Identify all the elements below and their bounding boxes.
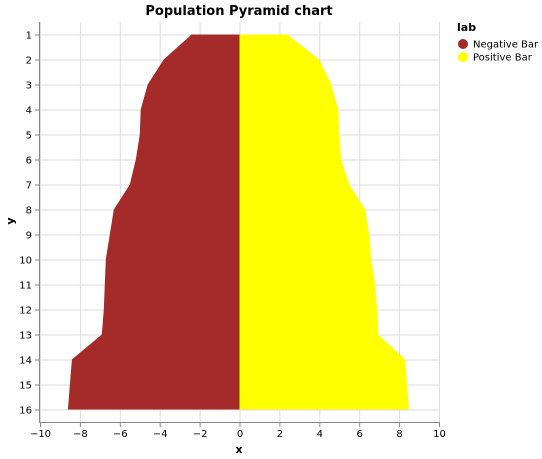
y-tick-label: 7 bbox=[26, 181, 32, 192]
x-tick-label: −8 bbox=[73, 429, 88, 440]
legend-swatch-negative-bar bbox=[458, 39, 468, 49]
legend-swatch-positive-bar bbox=[458, 52, 468, 62]
y-tick-label: 13 bbox=[19, 331, 32, 342]
y-tick-label: 6 bbox=[26, 156, 32, 167]
y-tick-label: 3 bbox=[26, 81, 32, 92]
chart-title: Population Pyramid chart bbox=[145, 4, 332, 19]
y-tick-label: 8 bbox=[26, 206, 32, 217]
y-tick-label: 10 bbox=[19, 256, 32, 267]
y-tick-label: 5 bbox=[26, 131, 32, 142]
x-axis-title: x bbox=[235, 443, 242, 456]
x-tick-label: −4 bbox=[153, 429, 168, 440]
x-tick-label: −6 bbox=[113, 429, 128, 440]
y-tick-label: 1 bbox=[26, 31, 32, 42]
y-tick-label: 11 bbox=[19, 281, 32, 292]
y-axis-title: y bbox=[4, 217, 17, 224]
x-tick-label: −2 bbox=[193, 429, 208, 440]
plot-areas bbox=[67, 34, 410, 410]
x-tick-label: 0 bbox=[237, 429, 243, 440]
y-tick-label: 4 bbox=[26, 106, 32, 117]
y-tick-label: 15 bbox=[19, 381, 32, 392]
y-tick-label: 9 bbox=[26, 231, 32, 242]
x-tick-label: −10 bbox=[30, 429, 51, 440]
x-tick-label: 8 bbox=[396, 429, 402, 440]
area-positive-bar bbox=[239, 34, 410, 410]
legend-title: lab bbox=[457, 21, 476, 34]
axes: −10 −8 −6 −4 −2 0 2 4 6 8 101234567891011121314151… bbox=[19, 22, 446, 440]
y-tick-label: 16 bbox=[19, 406, 32, 417]
legend-label-negative-bar: Negative Bar bbox=[473, 40, 539, 51]
x-tick-label: 10 bbox=[433, 429, 446, 440]
legend-label-positive-bar: Positive Bar bbox=[473, 53, 533, 64]
legend: lab Negative Bar Positive Bar bbox=[457, 21, 539, 64]
x-tick-label: 4 bbox=[317, 429, 323, 440]
x-tick-label: 6 bbox=[357, 429, 363, 440]
y-tick-label: 2 bbox=[26, 56, 32, 67]
area-negative-bar bbox=[67, 34, 240, 410]
y-tick-label: 12 bbox=[19, 306, 32, 317]
y-tick-label: 14 bbox=[19, 356, 32, 367]
x-tick-label: 2 bbox=[277, 429, 283, 440]
